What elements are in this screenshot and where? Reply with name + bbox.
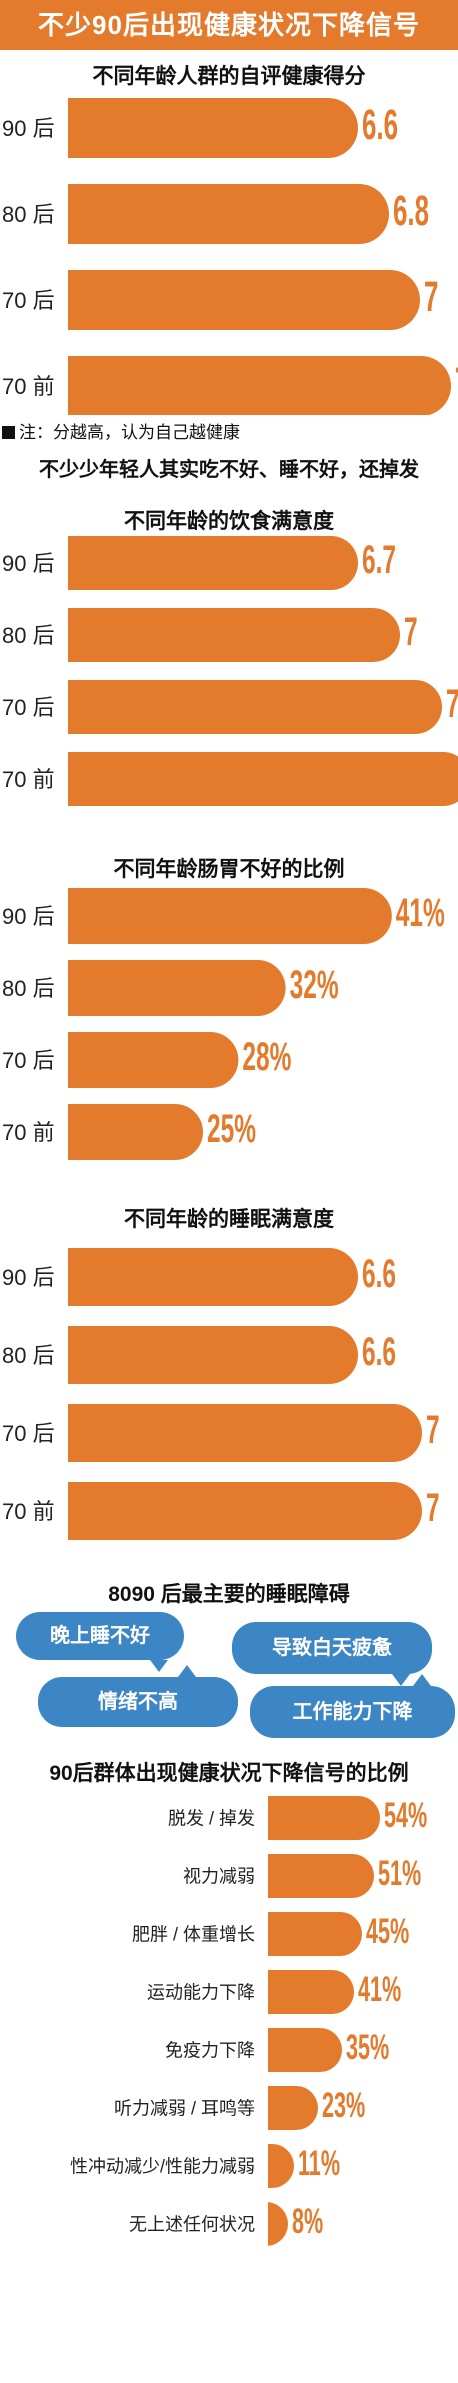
category-label: 运动能力下降: [147, 1982, 255, 2002]
category-label: 90 后: [2, 116, 55, 141]
bar: [68, 1482, 422, 1540]
bar: [268, 2028, 342, 2072]
value-label: 51%: [378, 1854, 421, 1894]
bubble-reduced-work-ability: 工作能力下降: [250, 1674, 455, 1738]
value-label: 6.8: [393, 187, 429, 234]
category-label: 90 后: [2, 551, 55, 576]
bar: [68, 680, 442, 734]
bubble-daytime-fatigue: 导致白天疲惫: [232, 1622, 432, 1686]
value-label: 45%: [366, 1912, 409, 1952]
bar: [68, 888, 392, 944]
bar: [68, 184, 389, 244]
category-label: 70 后: [2, 1421, 55, 1446]
value-label: 41%: [396, 891, 445, 936]
category-label: 80 后: [2, 1343, 55, 1368]
category-label: 听力减弱 / 耳鸣等: [114, 2098, 255, 2118]
bar: [68, 1326, 358, 1384]
category-label: 无上述任何状况: [129, 2214, 255, 2234]
value-label: 6.6: [362, 101, 398, 148]
bar: [68, 1248, 358, 1306]
value-label: 7: [426, 1486, 440, 1531]
chart-title-diet-satisfaction: 不同年龄的饮食满意度: [124, 510, 334, 533]
chart-title-sleep-satisfaction: 不同年龄的睡眠满意度: [124, 1208, 334, 1231]
bar: [268, 1970, 354, 2014]
bar: [268, 1796, 380, 1840]
value-label: 7: [426, 1408, 440, 1453]
bubble-sleep-poorly: 晚上睡不好: [16, 1612, 184, 1672]
category-label: 90 后: [2, 904, 55, 929]
value-label: 7.2: [455, 359, 458, 406]
category-label: 80 后: [2, 202, 55, 227]
value-label: 41%: [358, 1970, 401, 2010]
chart-title-self-rated-health: 不同年龄人群的自评健康得分: [92, 65, 366, 88]
bar: [68, 1104, 203, 1160]
bar: [68, 270, 420, 330]
headline-banner: 不少90后出现健康状况下降信号: [0, 0, 458, 50]
bar: [68, 98, 358, 158]
chart-sleep-satisfaction: 90 后 6.6 80 后 6.6 70 后 7 70 前 7: [2, 1248, 440, 1540]
category-label: 肥胖 / 体重增长: [132, 1924, 255, 1944]
value-label: 7: [404, 610, 418, 655]
category-label: 80 后: [2, 623, 55, 648]
category-label: 70 前: [2, 374, 55, 399]
sleep-obstacles-title: 8090 后最主要的睡眠障碍: [108, 1583, 350, 1606]
bar: [268, 2086, 318, 2130]
category-label: 70 前: [2, 767, 55, 792]
chart-self-rated-health: 90 后 6.6 80 后 6.8 70 后 7 70 前 7.2: [2, 98, 458, 415]
chart-note: 注：分越高，认为自己越健康: [2, 418, 240, 443]
note-square-icon: [2, 426, 15, 439]
category-label: 脱发 / 掉发: [168, 1808, 255, 1828]
bar: [268, 1912, 362, 1956]
bubble-low-mood: 情绪不高: [38, 1665, 238, 1727]
category-label: 70 后: [2, 288, 55, 313]
category-label: 70 后: [2, 695, 55, 720]
value-label: 6.7: [362, 538, 396, 583]
category-label: 性冲动减少/性能力减弱: [70, 2156, 255, 2176]
category-label: 70 前: [2, 1499, 55, 1524]
category-label: 90 后: [2, 1265, 55, 1290]
category-label: 80 后: [2, 976, 55, 1001]
value-label: 8%: [292, 2202, 323, 2242]
note-text: 注：分越高，认为自己越健康: [19, 423, 240, 442]
bar: [68, 1032, 239, 1088]
bar: [68, 536, 358, 590]
bar: [68, 608, 400, 662]
chart-health-decline-signals: 脱发 / 掉发 54% 视力减弱 51% 肥胖 / 体重增长 45% 运动能力下降 41% 免疫…: [70, 1796, 427, 2246]
value-label: 23%: [322, 2086, 365, 2126]
bar: [268, 2144, 294, 2188]
chart-title-health-decline-signals: 90后群体出现健康状况下降信号的比例: [49, 1762, 409, 1785]
bar: [68, 1404, 422, 1462]
bar: [68, 960, 286, 1016]
subheadline: 不少少年轻人其实吃不好、睡不好，还掉发: [39, 459, 419, 481]
value-label: 35%: [346, 2028, 389, 2068]
bar: [68, 356, 451, 415]
category-label: 70 前: [2, 1120, 55, 1145]
value-label: 11%: [298, 2144, 340, 2184]
bar: [68, 752, 458, 806]
value-label: 25%: [207, 1107, 256, 1152]
chart-title-gut-problems: 不同年龄肠胃不好的比例: [113, 858, 345, 881]
value-label: 28%: [242, 1035, 291, 1080]
category-label: 70 后: [2, 1048, 55, 1073]
chart-gut-problems: 90 后 41% 80 后 32% 70 后 28% 70 前 25%: [2, 888, 445, 1160]
bar: [268, 1854, 374, 1898]
value-label: 6.6: [362, 1252, 396, 1297]
value-label: 6.6: [362, 1330, 396, 1375]
category-label: 免疫力下降: [165, 2040, 255, 2060]
value-label: 32%: [290, 963, 339, 1008]
bar: [266, 2202, 288, 2246]
value-label: 7.3: [446, 682, 458, 727]
category-label: 视力减弱: [183, 1866, 255, 1886]
value-label: 54%: [384, 1796, 427, 1836]
value-label: 7: [424, 273, 438, 320]
